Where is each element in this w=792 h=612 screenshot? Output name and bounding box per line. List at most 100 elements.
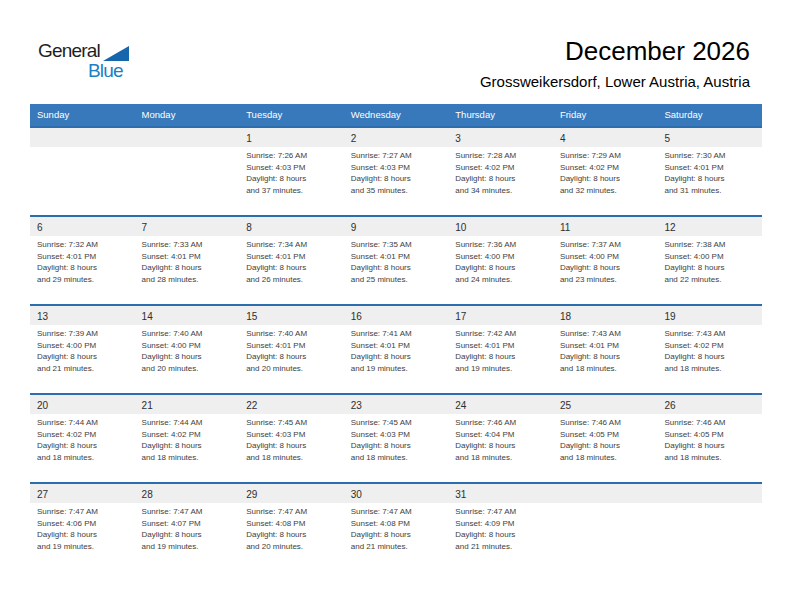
daylight-text: Daylight: 8 hours [455, 529, 548, 541]
day-info: Sunrise: 7:46 AMSunset: 4:05 PMDaylight:… [553, 414, 658, 463]
sunset-text: Sunset: 4:02 PM [142, 429, 235, 441]
sunrise-text: Sunrise: 7:29 AM [560, 150, 653, 162]
day-number: 17 [448, 306, 553, 325]
day-cell-14: 14Sunrise: 7:40 AMSunset: 4:00 PMDayligh… [135, 306, 240, 393]
sunrise-text: Sunrise: 7:38 AM [664, 239, 757, 251]
daylight-text: Daylight: 8 hours [664, 351, 757, 363]
sunset-text: Sunset: 4:00 PM [142, 340, 235, 352]
daylight-text: Daylight: 8 hours [246, 529, 339, 541]
daylight-text: Daylight: 8 hours [351, 440, 444, 452]
calendar-page: General Blue December 2026 Grossweikersd… [0, 0, 792, 612]
day-info: Sunrise: 7:47 AMSunset: 4:08 PMDaylight:… [344, 503, 449, 552]
day-cell-8: 8Sunrise: 7:34 AMSunset: 4:01 PMDaylight… [239, 217, 344, 304]
sunset-text: Sunset: 4:00 PM [560, 251, 653, 263]
general-blue-logo: General Blue [38, 41, 148, 85]
sunset-text: Sunset: 4:01 PM [246, 251, 339, 263]
daylight-text: Daylight: 8 hours [142, 440, 235, 452]
daylight-text: Daylight: 8 hours [351, 529, 444, 541]
day-cell-25: 25Sunrise: 7:46 AMSunset: 4:05 PMDayligh… [553, 395, 658, 482]
weekday-header-row: SundayMondayTuesdayWednesdayThursdayFrid… [30, 104, 762, 126]
sunset-text: Sunset: 4:01 PM [351, 340, 444, 352]
day-number [553, 484, 658, 503]
day-info: Sunrise: 7:44 AMSunset: 4:02 PMDaylight:… [135, 414, 240, 463]
day-number: 15 [239, 306, 344, 325]
daylight-text: Daylight: 8 hours [560, 173, 653, 185]
day-number: 9 [344, 217, 449, 236]
daylight-text: and 32 minutes. [560, 185, 653, 197]
daylight-text: Daylight: 8 hours [142, 529, 235, 541]
sunset-text: Sunset: 4:01 PM [664, 162, 757, 174]
weekday-header-saturday: Saturday [657, 104, 762, 126]
daylight-text: and 18 minutes. [455, 452, 548, 464]
daylight-text: Daylight: 8 hours [664, 262, 757, 274]
daylight-text: and 28 minutes. [142, 274, 235, 286]
daylight-text: Daylight: 8 hours [246, 351, 339, 363]
sunrise-text: Sunrise: 7:46 AM [560, 417, 653, 429]
sunset-text: Sunset: 4:01 PM [560, 340, 653, 352]
daylight-text: and 18 minutes. [560, 452, 653, 464]
sunrise-text: Sunrise: 7:43 AM [560, 328, 653, 340]
day-info: Sunrise: 7:34 AMSunset: 4:01 PMDaylight:… [239, 236, 344, 285]
day-number: 6 [30, 217, 135, 236]
week-row-4: 20Sunrise: 7:44 AMSunset: 4:02 PMDayligh… [30, 393, 762, 482]
day-cell-12: 12Sunrise: 7:38 AMSunset: 4:00 PMDayligh… [657, 217, 762, 304]
day-info: Sunrise: 7:27 AMSunset: 4:03 PMDaylight:… [344, 147, 449, 196]
day-cell-empty [657, 484, 762, 571]
day-info: Sunrise: 7:40 AMSunset: 4:00 PMDaylight:… [135, 325, 240, 374]
sunrise-text: Sunrise: 7:26 AM [246, 150, 339, 162]
sunset-text: Sunset: 4:02 PM [455, 162, 548, 174]
day-cell-23: 23Sunrise: 7:45 AMSunset: 4:03 PMDayligh… [344, 395, 449, 482]
sunrise-text: Sunrise: 7:34 AM [246, 239, 339, 251]
day-info: Sunrise: 7:36 AMSunset: 4:00 PMDaylight:… [448, 236, 553, 285]
sunset-text: Sunset: 4:07 PM [142, 518, 235, 530]
daylight-text: and 18 minutes. [37, 452, 130, 464]
sunrise-text: Sunrise: 7:30 AM [664, 150, 757, 162]
daylight-text: and 19 minutes. [455, 363, 548, 375]
day-number: 29 [239, 484, 344, 503]
day-info: Sunrise: 7:37 AMSunset: 4:00 PMDaylight:… [553, 236, 658, 285]
daylight-text: and 19 minutes. [37, 541, 130, 553]
day-number: 28 [135, 484, 240, 503]
sunset-text: Sunset: 4:02 PM [560, 162, 653, 174]
daylight-text: Daylight: 8 hours [455, 173, 548, 185]
daylight-text: and 18 minutes. [142, 452, 235, 464]
sunrise-text: Sunrise: 7:47 AM [351, 506, 444, 518]
weekday-header-friday: Friday [553, 104, 658, 126]
weekday-header-monday: Monday [135, 104, 240, 126]
day-cell-3: 3Sunrise: 7:28 AMSunset: 4:02 PMDaylight… [448, 128, 553, 215]
day-number: 1 [239, 128, 344, 147]
day-cell-31: 31Sunrise: 7:47 AMSunset: 4:09 PMDayligh… [448, 484, 553, 571]
day-cell-20: 20Sunrise: 7:44 AMSunset: 4:02 PMDayligh… [30, 395, 135, 482]
sunrise-text: Sunrise: 7:47 AM [37, 506, 130, 518]
day-number: 7 [135, 217, 240, 236]
page-subtitle: Grossweikersdorf, Lower Austria, Austria [480, 73, 750, 91]
day-cell-11: 11Sunrise: 7:37 AMSunset: 4:00 PMDayligh… [553, 217, 658, 304]
day-cell-21: 21Sunrise: 7:44 AMSunset: 4:02 PMDayligh… [135, 395, 240, 482]
day-number: 4 [553, 128, 658, 147]
day-cell-empty [135, 128, 240, 215]
day-info: Sunrise: 7:35 AMSunset: 4:01 PMDaylight:… [344, 236, 449, 285]
sunrise-text: Sunrise: 7:42 AM [455, 328, 548, 340]
daylight-text: and 35 minutes. [351, 185, 444, 197]
sunset-text: Sunset: 4:00 PM [455, 251, 548, 263]
day-number: 31 [448, 484, 553, 503]
day-cell-13: 13Sunrise: 7:39 AMSunset: 4:00 PMDayligh… [30, 306, 135, 393]
daylight-text: Daylight: 8 hours [246, 440, 339, 452]
day-cell-30: 30Sunrise: 7:47 AMSunset: 4:08 PMDayligh… [344, 484, 449, 571]
calendar-grid: 1Sunrise: 7:26 AMSunset: 4:03 PMDaylight… [30, 126, 762, 571]
sunrise-text: Sunrise: 7:44 AM [142, 417, 235, 429]
day-number: 19 [657, 306, 762, 325]
daylight-text: and 21 minutes. [455, 541, 548, 553]
daylight-text: Daylight: 8 hours [351, 351, 444, 363]
sunrise-text: Sunrise: 7:33 AM [142, 239, 235, 251]
day-number: 14 [135, 306, 240, 325]
daylight-text: and 19 minutes. [142, 541, 235, 553]
day-info: Sunrise: 7:33 AMSunset: 4:01 PMDaylight:… [135, 236, 240, 285]
daylight-text: and 21 minutes. [351, 541, 444, 553]
day-info: Sunrise: 7:46 AMSunset: 4:05 PMDaylight:… [657, 414, 762, 463]
day-info: Sunrise: 7:47 AMSunset: 4:08 PMDaylight:… [239, 503, 344, 552]
day-cell-10: 10Sunrise: 7:36 AMSunset: 4:00 PMDayligh… [448, 217, 553, 304]
day-number: 26 [657, 395, 762, 414]
sunrise-text: Sunrise: 7:44 AM [37, 417, 130, 429]
daylight-text: Daylight: 8 hours [560, 262, 653, 274]
